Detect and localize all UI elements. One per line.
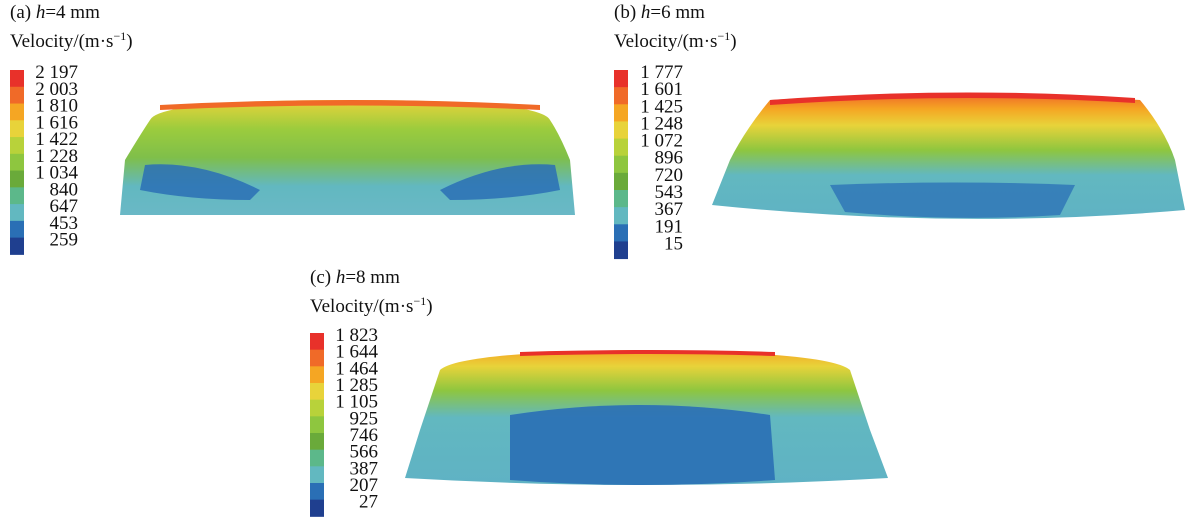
panel-label: (b) <box>614 2 636 23</box>
colorbar-block <box>10 204 24 221</box>
unit-exponent: −1 <box>717 29 730 43</box>
colorbar-block <box>614 139 628 157</box>
colorbar-block <box>614 173 628 191</box>
unit-end: ) <box>730 31 736 52</box>
panel-label: (c) <box>310 267 331 288</box>
colorbar-block <box>310 416 324 433</box>
colorbar-block <box>10 238 24 255</box>
colorbar-block <box>310 366 324 383</box>
panel-title: (b) h=6 mm <box>614 2 705 23</box>
colorbar-block <box>310 350 324 367</box>
colorbar-block <box>10 70 24 87</box>
contour-c <box>405 350 888 485</box>
colorbar-block <box>10 171 24 188</box>
unit: Velocity/(m·s <box>10 31 113 52</box>
unit-end: ) <box>126 31 132 52</box>
panel-title: (a) h=4 mm <box>10 2 100 23</box>
unit-label: Velocity/(m·s−1) <box>614 29 737 52</box>
colorbar-block <box>10 221 24 238</box>
variable: h <box>641 2 651 23</box>
colorbar-block <box>614 156 628 174</box>
colorbar-block <box>310 483 324 500</box>
unit: Velocity/(m·s <box>614 31 717 52</box>
variable-value: =6 mm <box>650 2 705 23</box>
variable: h <box>336 267 346 288</box>
unit-end: ) <box>426 296 432 317</box>
colorbar-block <box>310 466 324 483</box>
colorbar-block <box>614 224 628 242</box>
contour-a <box>120 100 575 215</box>
unit-exponent: −1 <box>113 29 126 43</box>
contour-b <box>712 92 1185 218</box>
colorbar-block <box>10 87 24 104</box>
colorbar-block <box>614 121 628 139</box>
colorbar-block <box>10 154 24 171</box>
unit-exponent: −1 <box>413 294 426 308</box>
colorbar-block <box>310 383 324 400</box>
colorbar-block <box>10 104 24 121</box>
colorbar-label: 259 <box>50 230 79 251</box>
variable-value: =8 mm <box>345 267 400 288</box>
panel-title: (c) h=8 mm <box>310 267 400 288</box>
figure: (a) h=4 mmVelocity/(m·s−1)2 1972 0031 81… <box>0 0 1189 518</box>
colorbar-block <box>310 500 324 517</box>
colorbar-block <box>310 450 324 467</box>
colorbar-block <box>310 400 324 417</box>
colorbar-label: 15 <box>664 233 683 254</box>
colorbar-block <box>614 87 628 105</box>
variable-value: =4 mm <box>45 2 100 23</box>
colorbar-block <box>310 333 324 350</box>
colorbar-block <box>614 241 628 259</box>
colorbar-block <box>10 120 24 137</box>
colorbar-block <box>614 190 628 208</box>
colorbar-label: 27 <box>359 492 378 513</box>
panel-label: (a) <box>10 2 31 23</box>
colorbar-block <box>10 187 24 204</box>
unit-label: Velocity/(m·s−1) <box>310 294 433 317</box>
unit-label: Velocity/(m·s−1) <box>10 29 133 52</box>
colorbar-block <box>614 70 628 88</box>
variable: h <box>36 2 46 23</box>
unit: Velocity/(m·s <box>310 296 413 317</box>
colorbar-block <box>10 137 24 154</box>
colorbar-block <box>614 104 628 122</box>
colorbar-block <box>614 207 628 225</box>
colorbar-block <box>310 433 324 450</box>
